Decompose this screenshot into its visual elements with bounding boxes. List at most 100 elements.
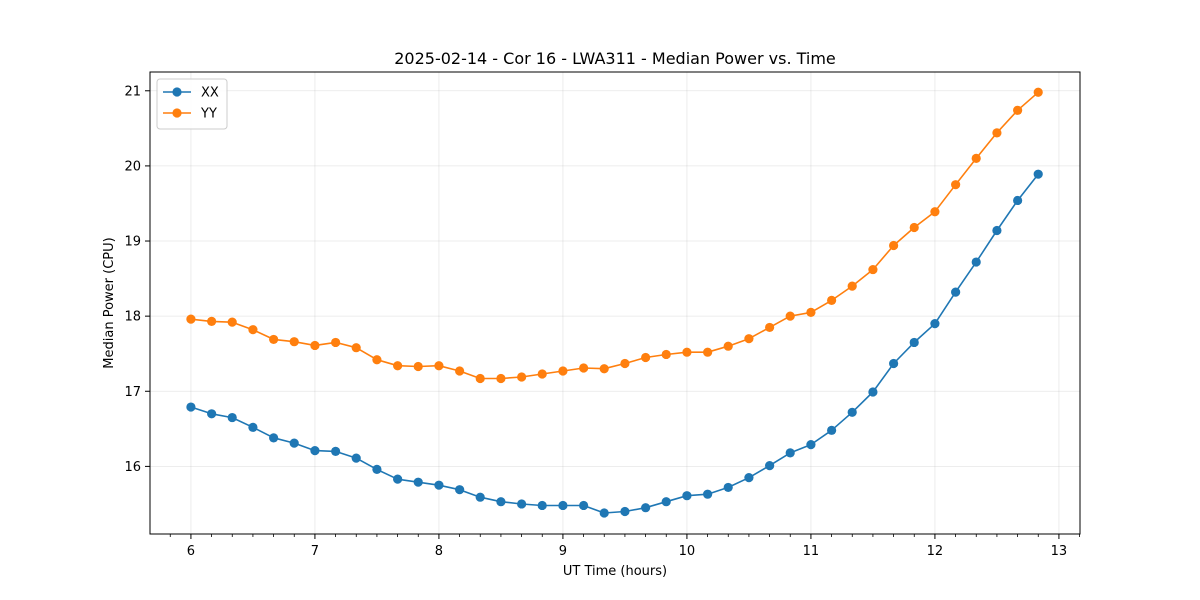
x-tick-label: 8: [435, 544, 443, 559]
data-point-xx: [827, 425, 837, 435]
data-point-xx: [661, 497, 671, 507]
data-point-yy: [475, 373, 485, 384]
data-point-yy: [599, 364, 609, 374]
legend-label-yy: YY: [200, 107, 217, 122]
data-point-yy: [806, 307, 816, 317]
data-point-xx: [455, 485, 465, 495]
x-tick-label: 10: [679, 544, 696, 559]
data-point-yy: [703, 347, 713, 357]
data-point-xx: [310, 446, 320, 456]
data-point-xx: [434, 480, 444, 490]
data-point-yy: [227, 317, 237, 327]
data-point-yy: [620, 358, 630, 369]
data-point-xx: [227, 412, 237, 423]
data-point-yy: [909, 222, 919, 233]
data-point-yy: [351, 343, 361, 353]
data-point-xx: [289, 438, 299, 448]
data-point-yy: [951, 180, 961, 190]
data-point-xx: [1033, 169, 1043, 179]
data-point-xx: [682, 491, 692, 501]
y-tick-label: 17: [124, 385, 141, 400]
legend-marker-yy: [172, 108, 182, 118]
y-tick-label: 19: [124, 235, 141, 250]
data-point-yy: [723, 341, 733, 351]
data-point-yy: [1033, 87, 1043, 97]
data-point-yy: [992, 128, 1002, 138]
data-point-xx: [951, 287, 961, 297]
data-point-xx: [207, 409, 217, 419]
chart-title: 2025-02-14 - Cor 16 - LWA311 - Median Po…: [394, 49, 836, 68]
data-point-yy: [393, 361, 403, 371]
data-point-xx: [785, 448, 795, 458]
data-point-xx: [599, 508, 609, 518]
data-point-yy: [971, 153, 981, 163]
data-point-yy: [517, 372, 527, 382]
data-point-xx: [806, 440, 816, 450]
data-point-xx: [186, 402, 196, 412]
data-point-yy: [537, 369, 547, 379]
data-point-yy: [868, 264, 878, 275]
data-point-yy: [785, 311, 795, 321]
data-point-yy: [558, 366, 568, 376]
data-point-yy: [269, 334, 279, 345]
x-axis-label: UT Time (hours): [563, 564, 667, 579]
data-point-xx: [744, 473, 754, 483]
data-point-xx: [475, 492, 485, 502]
data-point-yy: [682, 347, 692, 357]
data-point-xx: [351, 453, 361, 463]
x-tick-label: 7: [311, 544, 319, 559]
data-point-yy: [455, 366, 465, 376]
data-point-yy: [331, 337, 341, 348]
data-point-yy: [889, 240, 899, 251]
data-point-xx: [992, 225, 1002, 236]
y-tick-label: 20: [124, 159, 141, 174]
x-tick-label: 12: [927, 544, 944, 559]
data-point-xx: [537, 500, 547, 511]
data-point-xx: [413, 477, 423, 487]
data-point-yy: [372, 355, 382, 365]
data-point-xx: [331, 446, 341, 456]
data-point-xx: [579, 500, 589, 511]
data-point-yy: [765, 322, 775, 333]
plot-frame: [149, 71, 1081, 535]
data-point-yy: [661, 349, 671, 360]
data-point-xx: [641, 503, 651, 513]
data-point-yy: [930, 207, 940, 217]
data-point-xx: [847, 407, 857, 417]
x-tick-label: 13: [1051, 544, 1068, 559]
data-point-xx: [1013, 195, 1023, 206]
data-point-yy: [434, 361, 444, 371]
data-point-xx: [703, 489, 713, 499]
data-point-xx: [971, 257, 981, 267]
data-point-xx: [723, 482, 733, 493]
axes: 6 7 8 9 10 11 12 13 16 17 18 19 20 21: [124, 84, 1080, 559]
data-point-xx: [930, 319, 940, 329]
series-line-yy: [190, 91, 1039, 380]
data-point-yy: [641, 352, 651, 363]
legend-marker-xx: [172, 87, 182, 97]
data-point-xx: [889, 358, 899, 369]
data-point-xx: [393, 474, 403, 484]
x-tick-label: 11: [803, 544, 820, 559]
data-point-xx: [558, 500, 568, 511]
data-point-xx: [868, 387, 878, 397]
x-tick-label: 6: [187, 544, 195, 559]
series-layer: [186, 87, 1043, 518]
data-point-xx: [765, 461, 775, 471]
data-point-yy: [186, 314, 196, 324]
data-point-yy: [1013, 105, 1023, 115]
legend: XX YY: [156, 78, 228, 130]
data-point-xx: [517, 499, 527, 509]
legend-label-xx: XX: [201, 86, 219, 101]
data-point-xx: [372, 464, 382, 474]
data-point-yy: [289, 337, 299, 347]
data-point-yy: [496, 373, 506, 384]
data-point-yy: [827, 295, 837, 305]
y-tick-label: 16: [124, 460, 141, 475]
data-point-yy: [310, 340, 320, 351]
data-point-xx: [620, 506, 630, 517]
data-point-xx: [496, 497, 506, 507]
grid-lines: [150, 72, 1080, 534]
data-point-xx: [269, 433, 279, 443]
